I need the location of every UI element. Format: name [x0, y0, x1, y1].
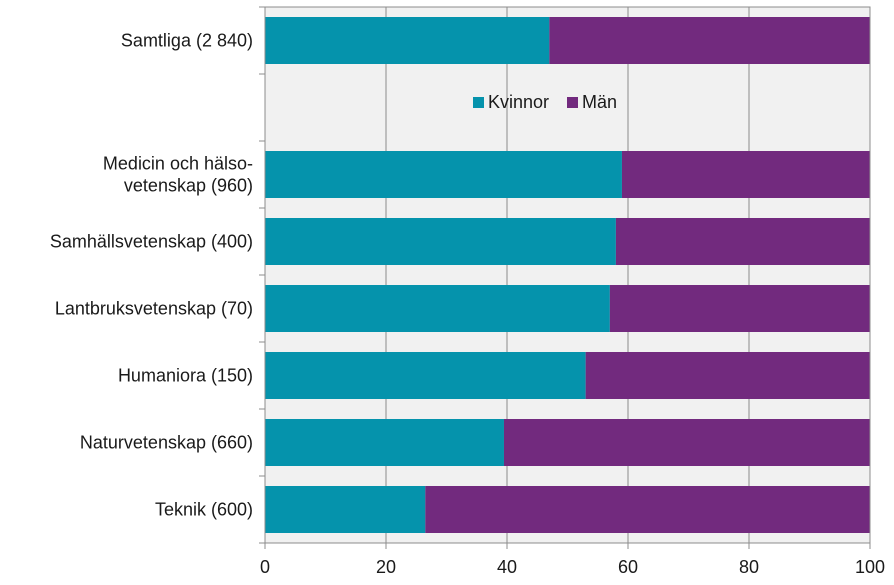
bar-kvinnor: [265, 352, 586, 399]
legend-item-man: Män: [567, 92, 617, 113]
y-tick-label: Naturvetenskap (660): [80, 433, 253, 453]
bar-man: [549, 17, 870, 64]
y-tick-label: Teknik (600): [155, 500, 253, 520]
bar-kvinnor: [265, 151, 622, 198]
bar-kvinnor: [265, 218, 616, 265]
x-tick-label: 20: [376, 557, 396, 577]
bar-man: [425, 486, 870, 533]
bar-kvinnor: [265, 17, 550, 64]
y-tick-label: Samhällsvetenskap (400): [50, 232, 253, 252]
y-tick-label: vetenskap (960): [124, 176, 253, 196]
legend-label-kvinnor: Kvinnor: [488, 92, 550, 112]
legend: Kvinnor Män: [473, 92, 617, 113]
legend-item-kvinnor: Kvinnor: [473, 92, 549, 113]
bar-man: [585, 352, 870, 399]
legend-swatch-man: [567, 97, 579, 108]
y-tick-label: Lantbruksvetenskap (70): [55, 299, 253, 319]
x-tick-label: 40: [497, 557, 517, 577]
bar-kvinnor: [265, 419, 504, 466]
legend-label-man: Män: [582, 92, 618, 112]
x-tick-label: 60: [618, 557, 638, 577]
plot-border: [264, 6, 871, 544]
legend-swatch-kvinnor: [473, 97, 484, 108]
x-tick-label: 100: [855, 557, 885, 577]
bar-kvinnor: [265, 486, 426, 533]
y-tick-label: Medicin och hälso-: [103, 154, 253, 174]
bar-kvinnor: [265, 285, 610, 332]
bar-man: [621, 151, 870, 198]
bar-man: [615, 218, 870, 265]
x-tick-label: 80: [739, 557, 759, 577]
y-tick-label: Humaniora (150): [118, 366, 253, 386]
x-tick-label: 0: [260, 557, 270, 577]
bar-man: [609, 285, 870, 332]
y-tick-label: Samtliga (2 840): [121, 31, 253, 51]
bar-man: [503, 419, 870, 466]
